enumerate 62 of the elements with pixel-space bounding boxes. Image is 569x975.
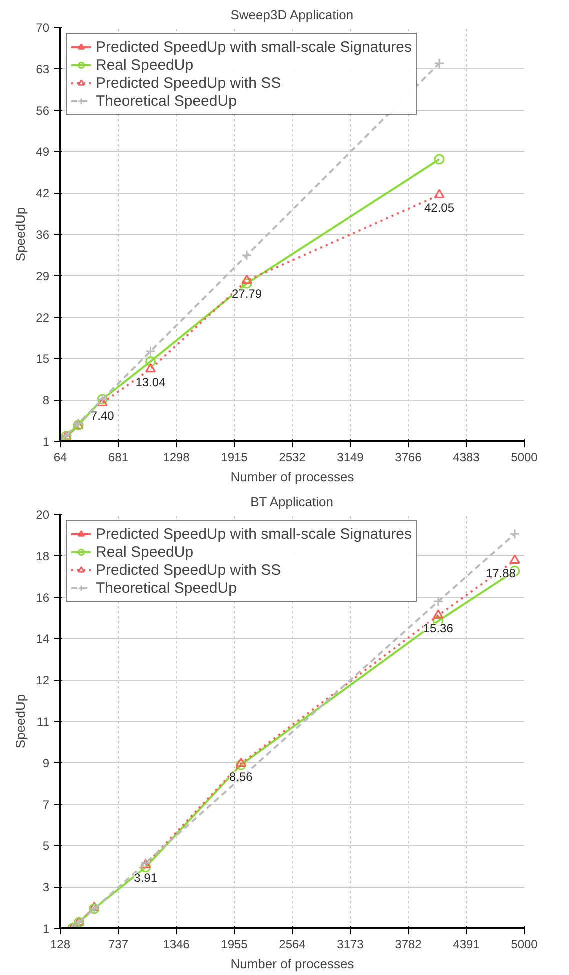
data-label: 27.79 [232, 286, 262, 301]
data-label: 13.04 [136, 375, 166, 390]
legend-label: Predicted SpeedUp with small-scale Signatures [96, 525, 412, 543]
x-tick-label: 681 [108, 450, 129, 464]
x-tick-label: 64 [54, 450, 68, 464]
y-tick-label: 12 [36, 674, 50, 688]
legend-label: Predicted SpeedUp with SS [96, 74, 282, 92]
y-tick-label: 16 [36, 590, 50, 605]
y-tick-label: 7 [42, 798, 50, 812]
x-tick-label: 3173 [337, 938, 364, 952]
y-tick-label: 14 [36, 632, 50, 646]
x-tick-label: 1346 [163, 938, 190, 952]
data-label: 3.91 [134, 871, 158, 886]
y-tick-label: 29 [36, 269, 50, 284]
legend-label: Real SpeedUp [96, 56, 194, 74]
y-tick-label: 56 [36, 104, 50, 118]
y-tick-label: 18 [36, 549, 50, 564]
data-label: 7.40 [90, 409, 115, 424]
y-tick-label: 63 [36, 62, 50, 76]
y-tick-label: 22 [36, 310, 50, 325]
x-tick-label: 2532 [279, 450, 306, 464]
x-tick-label: 737 [108, 938, 129, 952]
y-tick-label: 20 [36, 508, 50, 522]
y-tick-label: 42 [36, 186, 50, 201]
data-label: 42.05 [424, 201, 455, 216]
y-tick-label: 5 [42, 839, 50, 854]
data-label: 17.88 [486, 566, 516, 581]
legend-label: Predicted SpeedUp with small-scale Signatures [96, 38, 412, 56]
y-axis-title: SpeedUp [13, 694, 28, 749]
y-tick-label: 15 [36, 352, 50, 366]
y-tick-label: 11 [37, 715, 50, 729]
legend-label: Predicted SpeedUp with SS [96, 561, 282, 579]
x-tick-label: 3149 [337, 450, 364, 464]
y-tick-label: 3 [42, 880, 50, 895]
x-axis-title: Number of processes [230, 470, 355, 484]
x-tick-label: 5000 [511, 938, 538, 952]
legend-label: Real SpeedUp [96, 543, 194, 561]
data-label: 15.36 [423, 622, 454, 636]
chart-title: Sweep3D Application [230, 8, 354, 22]
y-tick-label: 1 [42, 922, 50, 936]
x-tick-label: 4383 [453, 450, 480, 464]
x-tick-label: 1915 [221, 450, 248, 464]
y-axis-title: SpeedUp [13, 207, 28, 262]
y-tick-label: 9 [42, 756, 50, 770]
chart-title: BT Application [250, 494, 334, 510]
y-tick-label: 1 [42, 435, 50, 449]
x-tick-label: 1955 [221, 938, 248, 952]
x-tick-label: 3766 [395, 450, 422, 464]
y-tick-label: 8 [42, 394, 50, 408]
y-tick-label: 49 [36, 145, 50, 160]
x-tick-label: 3782 [395, 938, 422, 952]
legend-label: Theoretical SpeedUp [96, 92, 237, 110]
y-tick-label: 36 [36, 228, 50, 242]
x-tick-label: 2564 [279, 938, 306, 952]
x-tick-label: 5000 [511, 450, 538, 464]
x-tick-label: 4391 [453, 938, 480, 952]
y-tick-label: 70 [36, 21, 50, 35]
x-tick-label: 128 [50, 938, 71, 952]
data-label: 8.56 [229, 770, 254, 784]
x-axis-title: Number of processes [230, 956, 355, 972]
legend-label: Theoretical SpeedUp [96, 579, 237, 597]
x-tick-label: 1298 [163, 450, 190, 464]
